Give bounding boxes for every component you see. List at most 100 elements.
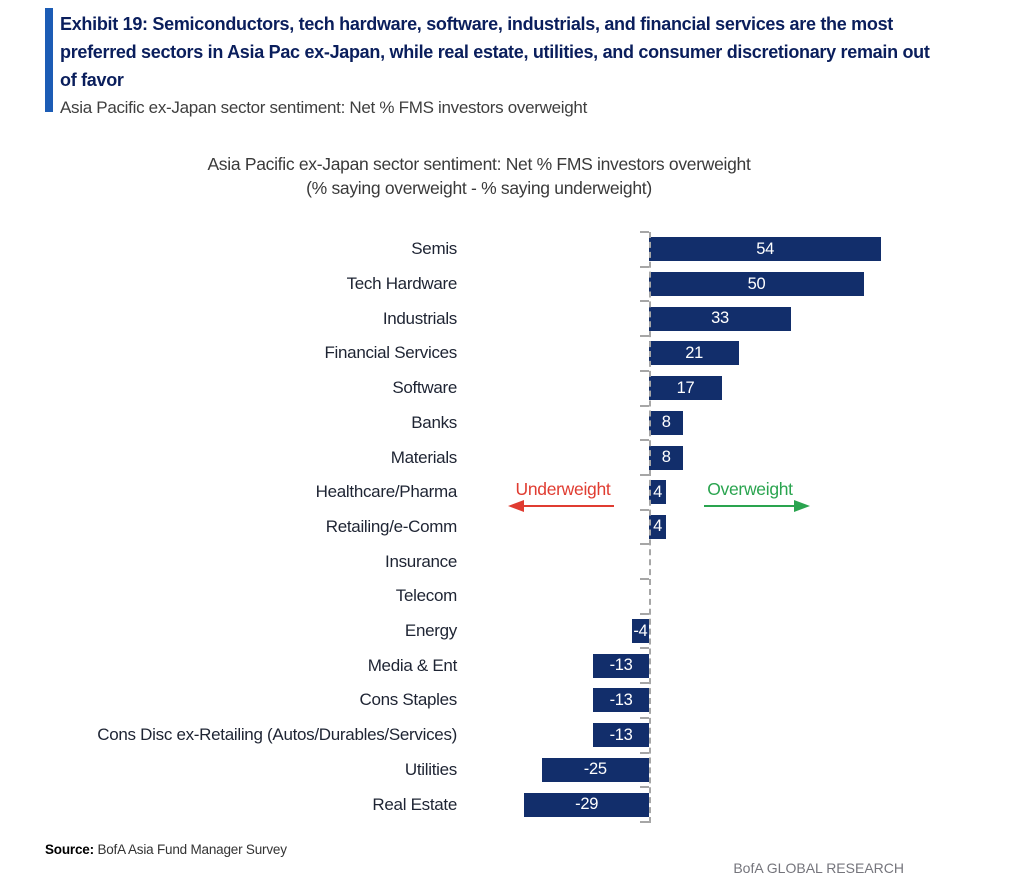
chart-row: Real Estate -29: [0, 787, 1024, 822]
axis-tick: [640, 439, 649, 442]
bar: -4: [631, 619, 649, 644]
category-label: Industrials: [382, 308, 457, 328]
category-label: Real Estate: [372, 794, 457, 814]
category-label: Semis: [411, 239, 457, 259]
bar: 50: [649, 272, 864, 297]
chart-row: Semis 54: [0, 232, 1024, 267]
bar-value-label: 50: [747, 274, 766, 293]
bar-value-label: -29: [575, 795, 599, 814]
exhibit-header: Exhibit 19: Semiconductors, tech hardwar…: [60, 10, 950, 119]
chart-row: Industrials 33: [0, 301, 1024, 336]
axis-tick: [640, 335, 649, 338]
axis-tick: [640, 300, 649, 303]
chart-row: Cons Staples -13: [0, 683, 1024, 718]
exhibit-subtitle: Asia Pacific ex-Japan sector sentiment: …: [60, 98, 587, 117]
category-label: Tech Hardware: [346, 274, 458, 294]
bar-value-label: -13: [609, 725, 633, 744]
category-label: Insurance: [385, 551, 457, 571]
bar: 17: [649, 376, 723, 401]
bar: 8: [649, 445, 684, 470]
bar-value-label: 17: [676, 378, 695, 397]
chart-title-block: Asia Pacific ex-Japan sector sentiment: …: [0, 152, 958, 200]
axis-tick: [640, 543, 649, 546]
bar-value-label: 8: [661, 448, 671, 467]
axis-tick: [640, 369, 649, 372]
category-label: Cons Staples: [359, 690, 457, 710]
chart-row: Healthcare/Pharma 4: [0, 475, 1024, 510]
bar-value-label: 21: [685, 343, 704, 362]
category-label: Materials: [390, 447, 458, 467]
chart-row: Software 17: [0, 371, 1024, 406]
bar: 33: [649, 306, 791, 331]
axis-tick: [640, 612, 649, 615]
brand-footer: BofA GLOBAL RESEARCH: [733, 860, 904, 876]
bar: -13: [593, 653, 649, 678]
bar: -13: [593, 688, 649, 713]
bar: -13: [593, 723, 649, 748]
chart-row: Materials 8: [0, 440, 1024, 475]
overweight-label: Overweight: [707, 479, 793, 499]
chart-row: Media & Ent -13: [0, 648, 1024, 683]
source-line: Source: BofA Asia Fund Manager Survey: [45, 842, 287, 857]
axis-tick: [640, 508, 649, 511]
bar: -25: [541, 757, 649, 782]
chart-row: Utilities -25: [0, 753, 1024, 788]
category-label: Banks: [411, 412, 457, 432]
bar: 21: [649, 341, 740, 366]
bar-value-label: -13: [609, 656, 633, 675]
bar: 54: [649, 237, 882, 262]
overweight-arrow-icon: [704, 500, 810, 512]
bar-chart: Semis 54 Tech Hardware 50 Industrials 33 Finan…: [0, 231, 1024, 823]
bar-value-label: 8: [661, 413, 671, 432]
chart-row: Financial Services 21: [0, 336, 1024, 371]
chart-row: Banks 8: [0, 406, 1024, 441]
bar-value-label: 33: [711, 309, 729, 328]
bar: -29: [524, 792, 649, 817]
source-text: BofA Asia Fund Manager Survey: [97, 842, 287, 857]
axis-tick: [640, 473, 649, 476]
exhibit-accent-bar: [45, 8, 53, 112]
category-label: Utilities: [404, 759, 457, 779]
axis-tick: [640, 647, 649, 650]
category-label: Retailing/e-Comm: [325, 516, 458, 536]
underweight-arrow-icon: [508, 500, 614, 512]
bar-value-label: -25: [583, 760, 607, 779]
axis-tick: [640, 578, 649, 580]
bar-value-label: 4: [653, 482, 663, 501]
category-label: Healthcare/Pharma: [315, 482, 458, 502]
source-label: Source:: [45, 842, 94, 857]
axis-tick: [640, 404, 649, 407]
axis-tick: [640, 682, 649, 685]
chart-row: Insurance: [0, 544, 1024, 579]
axis-tick: [640, 751, 649, 754]
bar: 4: [649, 480, 667, 505]
axis-tick: [640, 716, 649, 719]
chart-row: Tech Hardware 50: [0, 267, 1024, 302]
bar: 4: [649, 514, 667, 539]
chart-subtitle: (% saying overweight - % saying underwei…: [306, 178, 652, 198]
chart-row: Energy -4: [0, 614, 1024, 649]
axis-tick: [640, 786, 649, 789]
bar-value-label: 54: [756, 239, 774, 258]
chart-row: Retailing/e-Comm 4: [0, 510, 1024, 545]
chart-row: Cons Disc ex-Retailing (Autos/Durables/S…: [0, 718, 1024, 753]
chart-row: Telecom: [0, 579, 1024, 614]
axis-tick: [640, 231, 649, 233]
category-label: Energy: [404, 621, 457, 641]
axis-tick: [640, 265, 649, 268]
bar-value-label: -13: [609, 690, 633, 709]
bar: 8: [649, 410, 684, 435]
category-label: Media & Ent: [367, 655, 458, 675]
bar-value-label: -4: [633, 621, 648, 640]
category-label: Financial Services: [324, 343, 457, 363]
chart-title: Asia Pacific ex-Japan sector sentiment: …: [207, 154, 751, 174]
underweight-label: Underweight: [515, 479, 611, 499]
zero-axis-line: [649, 232, 651, 823]
axis-tick: [640, 820, 649, 823]
exhibit-title: Exhibit 19: Semiconductors, tech hardwar…: [60, 14, 930, 90]
bar-value-label: 4: [653, 517, 663, 536]
category-label: Software: [392, 378, 457, 398]
category-label: Cons Disc ex-Retailing (Autos/Durables/S…: [97, 725, 457, 745]
category-label: Telecom: [395, 586, 458, 606]
